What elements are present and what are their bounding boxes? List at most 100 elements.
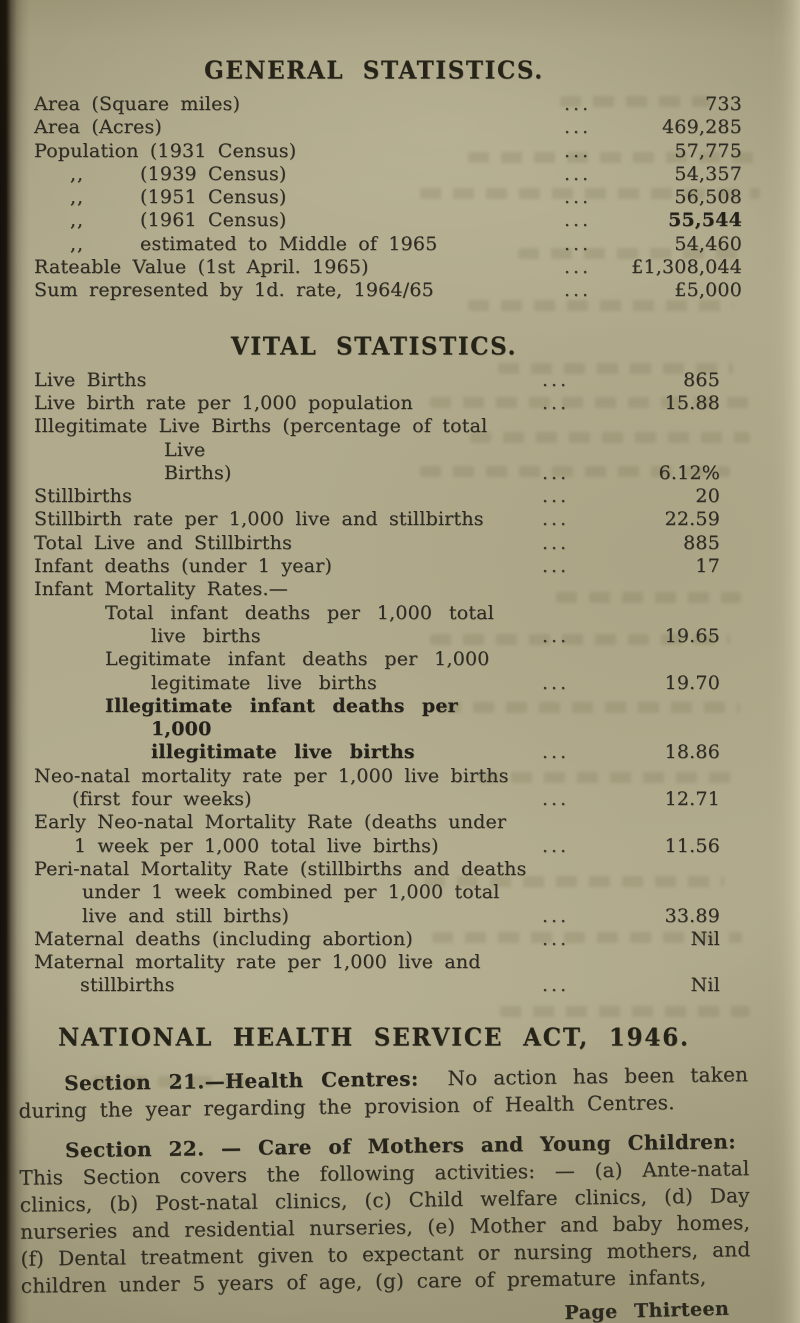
showthrough-mark	[556, 592, 741, 603]
showthrough-mark	[92, 1076, 252, 1087]
stat-label: ,, (1939 Census)	[34, 163, 552, 186]
leader-dots: ...	[542, 927, 570, 950]
showthrough-mark	[478, 772, 733, 783]
stat-value: 865	[683, 368, 720, 391]
stat-label: Infant deaths (under 1 year)	[34, 555, 530, 578]
stat-row: Infant Mortality Rates.—	[34, 578, 746, 601]
stat-label-text: Peri-natal Mortality Rate (stillbirths a…	[34, 857, 527, 927]
stat-label-text: (1951 Census)	[140, 186, 287, 209]
leader-dots: ...	[564, 209, 592, 232]
general-statistics-table: Area (Square miles)... 733 Area (Acres)...…	[34, 93, 746, 303]
leader-dots: ...	[542, 741, 570, 764]
stat-value: 17	[695, 555, 720, 578]
stat-label: ,, (1951 Census)	[34, 186, 552, 209]
leader-dots: ...	[542, 508, 570, 531]
showthrough-mark	[500, 1006, 750, 1017]
stat-label-text: Infant Mortality Rates.—	[34, 578, 288, 601]
stat-label: Maternal mortality rate per 1,000 live a…	[34, 951, 530, 998]
paragraph-section-22: Section 22. — Care of Mothers and Young …	[19, 1128, 751, 1300]
stat-label-text: Neo-natal mortality rate per 1,000 live …	[34, 764, 509, 811]
showthrough-mark	[430, 634, 730, 645]
stat-label: Population (1931 Census)	[34, 140, 552, 163]
stat-value: 20	[695, 485, 720, 508]
stat-row: Stillbirths... 20	[34, 485, 746, 508]
page-edge-highlight	[772, 0, 800, 1323]
ditto-mark: ,,	[70, 162, 85, 185]
stat-row: Peri-natal Mortality Rate (stillbirths a…	[34, 858, 746, 928]
showthrough-mark	[430, 397, 750, 408]
stat-label-text: Illegitimate infant deaths per 1,000 ill…	[105, 694, 458, 764]
stat-label-text: Area (Square miles)	[34, 93, 241, 115]
stat-value: 733	[705, 93, 742, 115]
leader-dots: ...	[542, 368, 570, 391]
stat-label-text: Population (1931 Census)	[34, 139, 297, 162]
stat-label-text: Rateable Value (1st April. 1965)	[34, 256, 369, 279]
leader-dots: ...	[542, 904, 570, 927]
vital-statistics-table: Live Births... 865 Live birth rate per 1,0…	[34, 369, 746, 998]
stat-value: Nil	[690, 927, 720, 950]
stat-label: Total infant deaths per 1,000 total live…	[105, 602, 530, 649]
leader-dots: ...	[542, 391, 570, 414]
stat-value: 54,460	[674, 232, 742, 255]
leader-dots: ...	[564, 256, 592, 279]
stat-value: 19.70	[664, 671, 720, 694]
stat-label: Legitimate infant deaths per 1,000 legit…	[105, 648, 530, 695]
stat-row: ,, (1951 Census)... 56,508	[34, 186, 746, 209]
leader-dots: ...	[542, 974, 570, 997]
stat-label-text: Maternal deaths (including abortion)	[34, 927, 414, 950]
leader-dots: ...	[564, 162, 592, 185]
stat-row: ,, (1961 Census)... 55,544	[34, 209, 746, 232]
stat-label-text: Illegitimate Live Births (percentage of …	[34, 415, 488, 484]
stat-value: 18.86	[664, 741, 720, 764]
stat-value: 56,508	[674, 186, 742, 209]
stat-value: 19.65	[664, 624, 720, 647]
leader-dots: ...	[564, 279, 592, 302]
leader-dots: ...	[564, 232, 592, 255]
stat-row: Maternal mortality rate per 1,000 live a…	[34, 951, 746, 998]
stat-value: 469,285	[662, 116, 742, 139]
leader-dots: ...	[542, 788, 570, 811]
stat-value: 12.71	[664, 788, 720, 811]
leader-dots: ...	[542, 624, 570, 647]
stat-row: ,, estimated to Middle of 1965... 54,460	[34, 233, 746, 256]
showthrough-mark	[498, 363, 733, 374]
ditto-mark: ,,	[70, 209, 85, 232]
leader-dots: ...	[542, 834, 570, 857]
stat-label-text: Live birth rate per 1,000 population	[34, 391, 413, 414]
stat-row: Area (Acres)... 469,285	[34, 116, 746, 139]
stat-value: 54,357	[674, 162, 742, 185]
stat-label: Rateable Value (1st April. 1965)	[34, 256, 552, 279]
stat-value: £5,000	[674, 279, 742, 302]
stat-label-text: Total infant deaths per 1,000 total live…	[105, 601, 495, 647]
stat-label-text: Legitimate infant deaths per 1,000 legit…	[105, 648, 490, 694]
stat-row: Legitimate infant deaths per 1,000 legit…	[34, 648, 746, 695]
stat-row: Rateable Value (1st April. 1965)... £1,30…	[34, 256, 746, 279]
showthrough-mark	[420, 188, 760, 199]
stat-label-text: Early Neo-natal Mortality Rate (deaths u…	[34, 811, 507, 857]
stat-label: Illegitimate Live Births (percentage of …	[34, 415, 530, 485]
stat-label: Peri-natal Mortality Rate (stillbirths a…	[34, 858, 530, 928]
leader-dots: ...	[564, 93, 592, 115]
stat-label: Early Neo-natal Mortality Rate (deaths u…	[34, 811, 530, 858]
leader-dots: ...	[564, 116, 592, 139]
section-21-lead: Section 21.—Health Centres:	[64, 1066, 419, 1095]
showthrough-mark	[432, 932, 742, 943]
showthrough-mark	[424, 876, 724, 887]
leader-dots: ...	[542, 531, 570, 554]
leader-dots: ...	[542, 461, 570, 484]
vital-statistics-heading: VITAL STATISTICS.	[230, 331, 518, 361]
ditto-mark: ,,	[70, 186, 85, 209]
stat-label: Area (Square miles)	[34, 93, 552, 116]
stat-label: Maternal deaths (including abortion)	[34, 928, 530, 951]
leader-dots: ...	[564, 186, 592, 209]
page-number: Page Thirteen	[564, 1297, 730, 1323]
stat-label-text: Live Births	[34, 368, 147, 391]
stat-label-text: Stillbirth rate per 1,000 live and still…	[34, 508, 484, 531]
showthrough-mark	[468, 152, 758, 163]
stat-label: Stillbirths	[34, 485, 530, 508]
stat-label-text: Maternal mortality rate per 1,000 live a…	[34, 951, 481, 997]
stat-row: Early Neo-natal Mortality Rate (deaths u…	[34, 811, 746, 858]
stat-label-text: (1961 Census)	[140, 209, 287, 232]
stat-value: 885	[683, 531, 720, 554]
